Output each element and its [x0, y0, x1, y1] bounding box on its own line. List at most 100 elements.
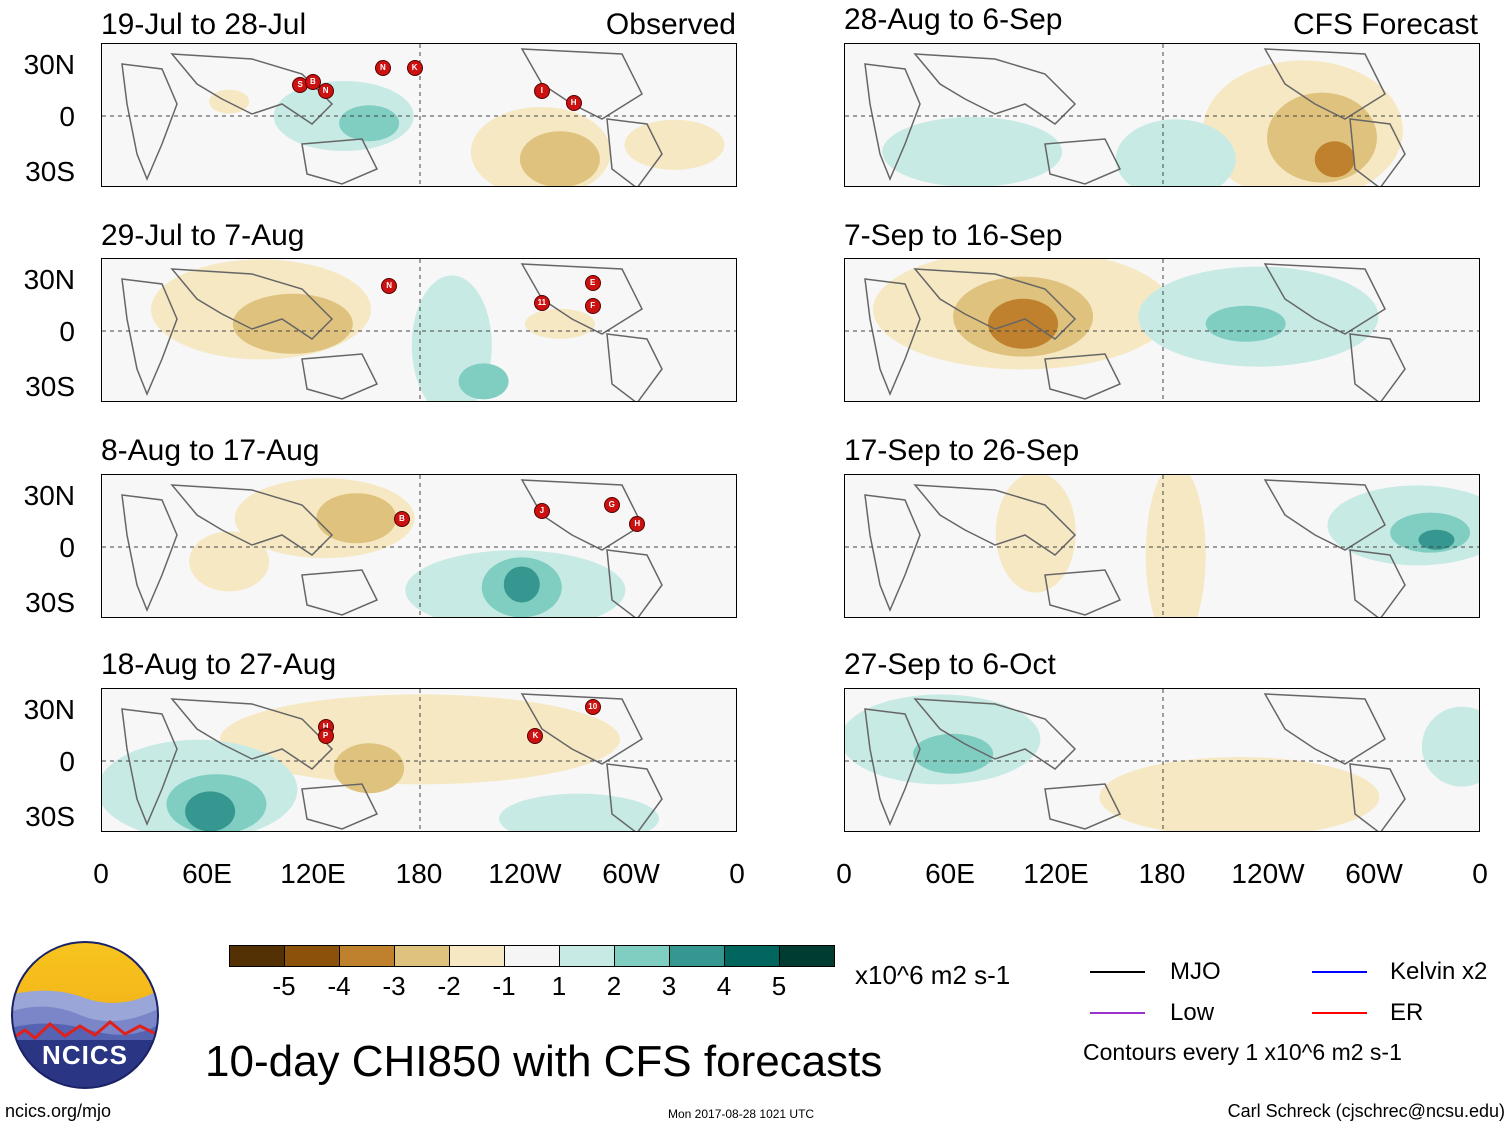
- anomaly-region: [189, 531, 270, 592]
- colorbar-swatch: [284, 945, 340, 967]
- coastline: [170, 53, 334, 125]
- coastline: [170, 698, 334, 770]
- coastline: [864, 708, 921, 826]
- legend-line-er: [1312, 1012, 1367, 1014]
- colorbar-swatch: [449, 945, 505, 967]
- coastline: [301, 569, 379, 616]
- anomaly-region: [1205, 305, 1286, 342]
- legend-label-low: Low: [1170, 999, 1215, 1026]
- coastline: [1263, 48, 1386, 120]
- storm-marker: J: [533, 502, 550, 519]
- y-axis-label: 0: [59, 532, 75, 563]
- x-axis-label: 120E: [280, 858, 346, 889]
- anomaly-region: [503, 566, 540, 603]
- storm-marker: H: [565, 94, 582, 111]
- colorbar-swatch: [339, 945, 395, 967]
- legend-line-kelvin: [1312, 971, 1367, 973]
- coastline: [520, 693, 643, 765]
- storm-marker: H: [629, 515, 646, 532]
- anomaly-region: [339, 105, 400, 142]
- coastline: [913, 484, 1077, 556]
- storm-marker: N: [317, 83, 334, 100]
- panel-title-left-1: 19-Jul to 28-Jul: [101, 8, 307, 41]
- colorbar-label: -4: [327, 971, 351, 1001]
- colorbar-label: 2: [606, 971, 622, 1001]
- coastline: [864, 494, 921, 612]
- y-axis-label: 0: [59, 316, 75, 347]
- forecast-header: CFS Forecast: [1292, 8, 1478, 41]
- colorbar-label: 1: [551, 971, 567, 1001]
- coastline: [864, 278, 921, 396]
- colorbar-label: -1: [492, 971, 516, 1001]
- anomaly-region: [1099, 757, 1380, 831]
- panel-title-left-2: 29-Jul to 7-Aug: [101, 219, 305, 252]
- panel-title-right-3: 17-Sep to 26-Sep: [844, 434, 1080, 467]
- legend-line-low: [1090, 1012, 1145, 1014]
- anomaly-region: [882, 117, 1063, 186]
- anomaly-region: [316, 493, 397, 544]
- coastline: [301, 353, 379, 400]
- main-title: 10-day CHI850 with CFS forecasts: [205, 1037, 883, 1086]
- y-axis-label: 30N: [23, 49, 75, 80]
- colorbar-label: -5: [272, 971, 296, 1001]
- panel-title-right-4: 27-Sep to 6-Oct: [844, 648, 1056, 681]
- map-panel-right-3: [844, 474, 1480, 618]
- anomaly-region: [1314, 141, 1355, 178]
- anomaly-region: [185, 791, 236, 831]
- y-axis-label: 30N: [23, 264, 75, 295]
- anomaly-region: [913, 733, 994, 774]
- anomaly-region: [1115, 119, 1236, 186]
- anomaly-region: [995, 475, 1076, 593]
- storm-marker: B: [304, 74, 321, 91]
- map-canvas: [845, 689, 1479, 831]
- map-panel-left-2: N E 11 F: [101, 258, 737, 402]
- storm-marker: N: [381, 277, 398, 294]
- legend-line-mjo: [1090, 971, 1145, 973]
- coastline: [606, 118, 663, 186]
- footer-author: Carl Schreck (cjschrec@ncsu.edu): [1227, 1101, 1505, 1121]
- map-canvas: [845, 259, 1479, 401]
- colorbar-label: -3: [382, 971, 406, 1001]
- coastline: [606, 549, 663, 617]
- coastline: [913, 698, 1077, 770]
- y-axis-label: 30S: [25, 371, 75, 402]
- storm-marker: E: [584, 275, 601, 292]
- map-canvas: [845, 44, 1479, 186]
- storm-marker: G: [603, 496, 620, 513]
- coastline: [1263, 479, 1386, 551]
- storm-marker: 10: [584, 699, 601, 716]
- x-axis-label: 0: [93, 858, 109, 889]
- map-panel-right-1: [844, 43, 1480, 187]
- ncics-logo: [11, 941, 159, 1089]
- x-axis-label: 180: [395, 858, 443, 889]
- coastline: [1349, 549, 1406, 617]
- storm-marker: N: [374, 60, 391, 77]
- coastline: [301, 783, 379, 830]
- anomaly-region: [1145, 475, 1206, 617]
- footer-url[interactable]: ncics.org/mjo: [5, 1101, 112, 1121]
- storm-marker: K: [406, 60, 423, 77]
- map-panel-right-2: [844, 258, 1480, 402]
- x-axis-label: 0: [729, 858, 745, 889]
- coastline: [864, 63, 921, 181]
- coastline: [913, 53, 1077, 125]
- observed-header: Observed: [605, 8, 736, 41]
- anomaly-region: [624, 119, 725, 170]
- legend-contour-note: Contours every 1 x10^6 m2 s-1: [1083, 1039, 1402, 1065]
- anomaly-region: [519, 131, 600, 186]
- coastline: [1349, 333, 1406, 401]
- coastline: [1044, 138, 1122, 185]
- coastline: [1044, 783, 1122, 830]
- logo-text: NCICS: [42, 1040, 128, 1070]
- x-axis-label: 60W: [602, 858, 660, 889]
- x-axis-label: 120W: [1231, 858, 1305, 889]
- colorbar-units: x10^6 m2 s-1: [855, 960, 1011, 990]
- storm-marker: P: [317, 728, 334, 745]
- map-panel-right-4: [844, 688, 1480, 832]
- x-axis-label: 0: [1472, 858, 1488, 889]
- coastline: [606, 763, 663, 831]
- storm-marker: B: [393, 511, 410, 528]
- coastline: [1349, 763, 1406, 831]
- panel-title-left-3: 8-Aug to 17-Aug: [101, 434, 320, 467]
